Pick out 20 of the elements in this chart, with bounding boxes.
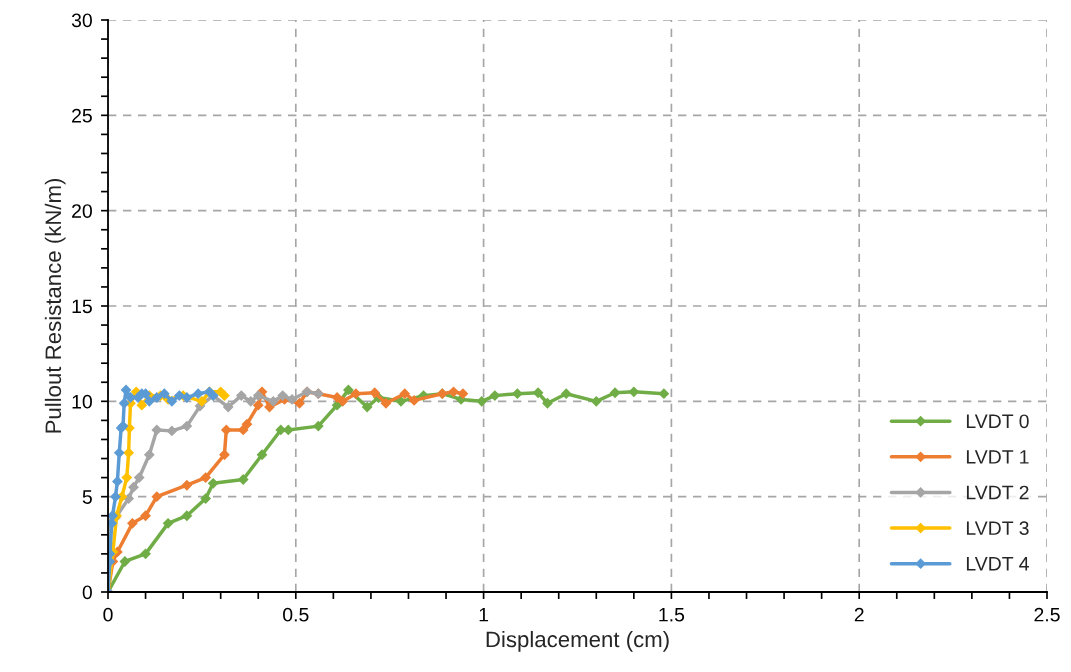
x-tick-label: 1.5 [659,607,685,622]
x-tick-label: 2 [854,607,864,622]
legend-label: LVDT 0 [966,414,1029,429]
legend-label: LVDT 1 [966,450,1029,464]
y-tick-label: 30 [71,13,92,28]
x-axis-title: Displacement (cm) [486,630,669,652]
legend-label: LVDT 2 [966,485,1029,500]
legend-label: LVDT 4 [966,557,1029,571]
y-tick-label: 25 [72,108,92,123]
y-tick-label: 20 [72,204,92,218]
y-tick-label: 0 [82,585,92,600]
x-tick-label: 2.5 [1034,607,1060,622]
y-axis-title: Pullout Resistance (kN/m) [44,178,66,433]
x-tick-label: 0 [103,607,113,622]
y-tick-label: 15 [72,299,92,314]
y-tick-label: 10 [72,394,92,409]
x-tick-label: 1 [479,607,489,622]
x-tick-label: 0.5 [283,607,309,622]
y-tick-label: 5 [82,490,92,504]
legend-label: LVDT 3 [966,521,1029,536]
